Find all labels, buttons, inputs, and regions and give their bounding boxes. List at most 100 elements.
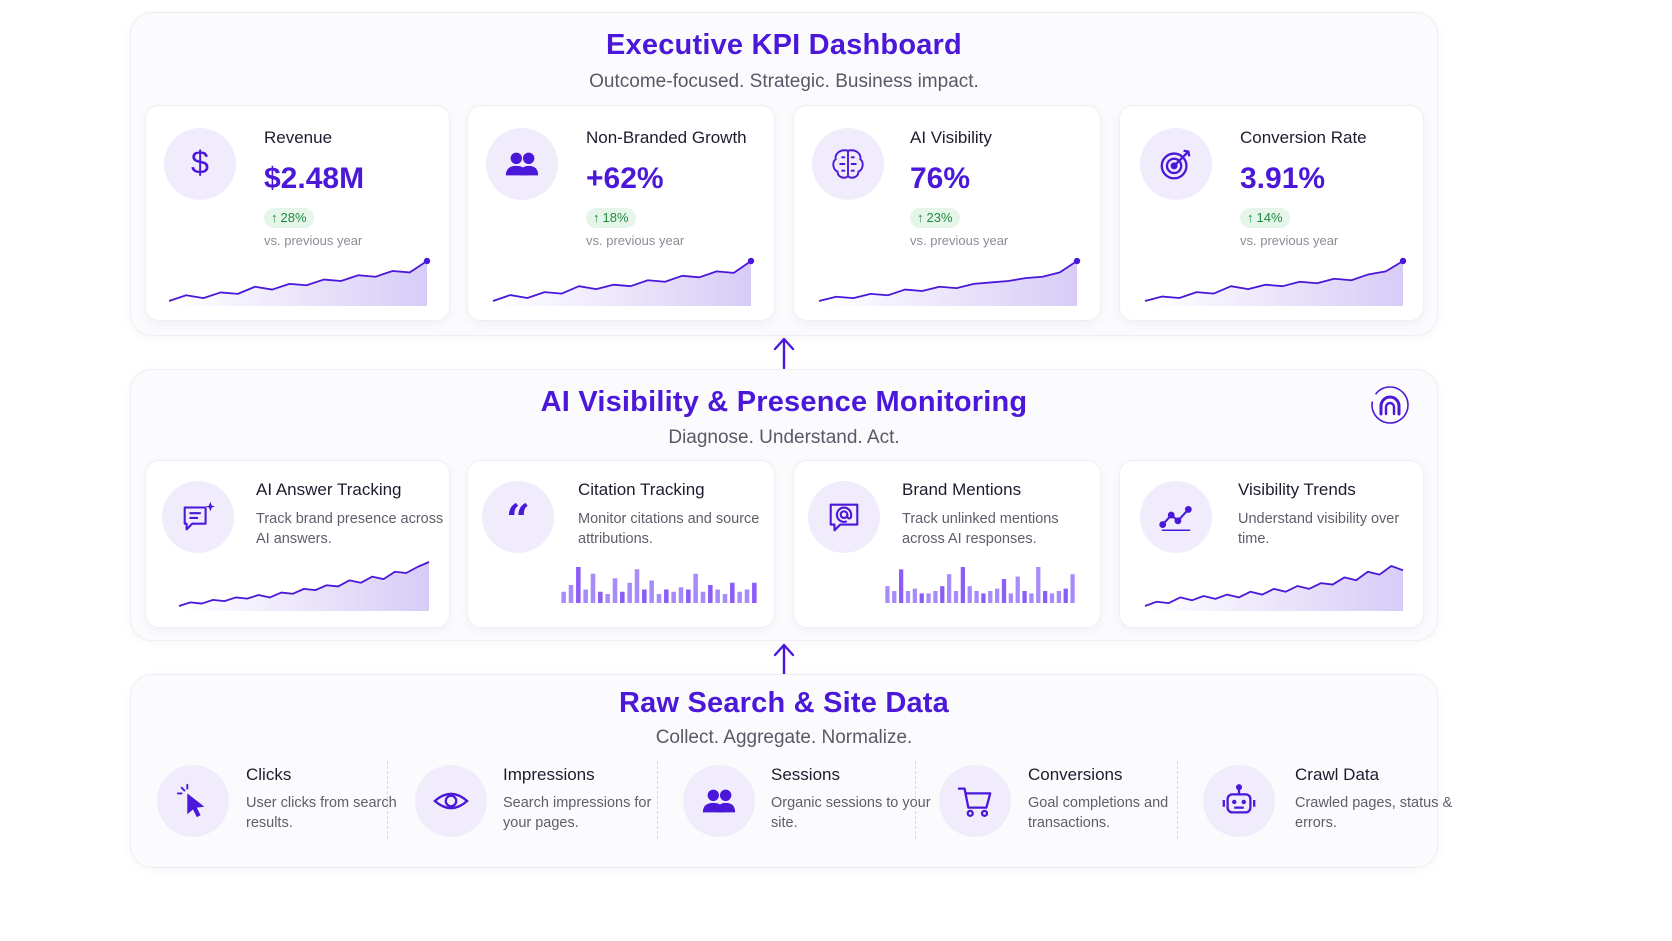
change-badge: ↑ 23% (910, 208, 960, 228)
ai-card-visibility-trends[interactable]: Visibility Trends Understand visibility … (1119, 460, 1424, 628)
divider (1177, 761, 1178, 839)
bar (995, 588, 1000, 603)
citation-bar-chart (561, 567, 757, 603)
bar (1001, 579, 1007, 603)
bar (612, 578, 618, 603)
kpi-label: AI Visibility (910, 128, 992, 147)
bar (905, 591, 911, 603)
trend-line (818, 260, 1078, 302)
raw-item-sessions[interactable]: Sessions Organic sessions to your site. (683, 755, 931, 845)
trend-end-point (1073, 257, 1081, 265)
flow-arrow-up-icon (773, 337, 795, 370)
bar (960, 567, 965, 603)
raw-item-conversions[interactable]: Conversions Goal completions and transac… (939, 755, 1169, 845)
bar (967, 586, 972, 603)
bar (988, 591, 993, 603)
arrow-up-icon: ↑ (917, 210, 924, 225)
bar (671, 591, 676, 603)
visibility-trend-line (1144, 565, 1404, 611)
change-badge: ↑ 14% (1240, 208, 1290, 228)
trend-end-point (423, 257, 431, 265)
trend-area (1145, 261, 1403, 306)
raw-panel-subtitle: Collect. Aggregate. Normalize. (655, 727, 913, 748)
bar (981, 593, 986, 603)
raw-item-label: Sessions (771, 765, 840, 784)
raw-item-impressions[interactable]: Impressions Search impressions for your … (415, 755, 655, 845)
trend-area (493, 261, 751, 306)
cart-icon (939, 765, 1011, 837)
arrow-up-icon: ↑ (271, 210, 278, 225)
trend-area (819, 261, 1077, 306)
bar (583, 589, 588, 603)
bar (1022, 591, 1027, 603)
ai-panel-title: AI Visibility & Presence Monitoring (540, 386, 1028, 418)
bar (1049, 593, 1055, 603)
change-badge: ↑ 28% (264, 208, 314, 228)
change-value: 14% (1256, 210, 1283, 225)
bar (620, 591, 625, 603)
ai-visibility-sparkline (818, 257, 1081, 306)
raw-item-label: Clicks (246, 765, 292, 784)
trend-end-point (1399, 257, 1407, 265)
bar (744, 589, 750, 603)
kpi-value: $2.48M (264, 162, 365, 195)
compare-label: vs. previous year (1240, 233, 1339, 248)
quote-icon: “ (482, 481, 554, 553)
bar (656, 594, 662, 603)
bar (899, 569, 904, 603)
kpi-panel-subtitle: Outcome-focused. Strategic. Business imp… (589, 71, 979, 92)
bar (649, 580, 654, 603)
bar (947, 574, 952, 603)
trend-icon (1140, 481, 1212, 553)
svg-text:$: $ (191, 145, 209, 181)
bar (1029, 593, 1034, 603)
bar (686, 589, 691, 603)
bar (1036, 567, 1041, 603)
kpi-value: 76% (910, 162, 971, 195)
ai-card-label: Brand Mentions (902, 480, 1022, 499)
ai-card-label: Visibility Trends (1238, 480, 1356, 499)
bar (598, 591, 603, 603)
target-icon (1140, 128, 1212, 200)
ai-card-desc: Understand visibility over time. (1238, 511, 1400, 547)
kpi-card-revenue[interactable]: $ Revenue $2.48M ↑ 28% vs. previous year (145, 105, 450, 321)
growth-sparkline (492, 257, 755, 306)
kpi-card-non-branded-growth[interactable]: Non-Branded Growth +62% ↑ 18% vs. previou… (467, 105, 775, 321)
bar (1043, 591, 1048, 603)
ai-card-answer-tracking[interactable]: AI Answer Tracking Track brand presence … (145, 460, 450, 628)
raw-data-panel: Raw Search & Site Data Collect. Aggregat… (130, 674, 1452, 868)
bar (715, 589, 720, 603)
ai-card-brand-mentions[interactable]: Brand Mentions Track unlinked mentions a… (793, 460, 1101, 628)
ai-monitoring-panel: AI Visibility & Presence Monitoring Diag… (130, 369, 1438, 641)
bar (708, 585, 713, 603)
kpi-label: Non-Branded Growth (586, 128, 747, 147)
ai-card-desc: Track brand presence across AI answers. (256, 511, 444, 547)
kpi-value: +62% (586, 162, 664, 195)
kpi-card-ai-visibility[interactable]: AI Visibility 76% ↑ 23% vs. previous year (793, 105, 1101, 321)
trend-line (178, 561, 430, 607)
bar (664, 589, 669, 603)
bar (1056, 591, 1061, 603)
bar (590, 573, 596, 603)
change-badge: ↑ 18% (586, 208, 636, 228)
trend-area (179, 562, 429, 611)
answer-tracking-trend (178, 561, 430, 611)
ai-card-citation-tracking[interactable]: “ Citation Tracking Monitor citations an… (467, 460, 775, 628)
bar (974, 591, 979, 603)
ai-card-label: AI Answer Tracking (256, 480, 402, 499)
arrow-up-icon: ↑ (593, 210, 600, 225)
raw-item-desc: Crawled pages, status & errors. (1295, 795, 1453, 831)
bar (700, 591, 706, 603)
raw-item-clicks[interactable]: Clicks User clicks from search results. (157, 755, 397, 845)
bar (576, 567, 581, 603)
raw-panel-title: Raw Search & Site Data (619, 687, 949, 719)
ai-panel-subtitle: Diagnose. Understand. Act. (668, 427, 900, 448)
bar (678, 587, 684, 603)
kpi-label: Conversion Rate (1240, 128, 1367, 147)
trend-line (168, 260, 428, 302)
kpi-label: Revenue (264, 128, 333, 147)
kpi-panel: Executive KPI Dashboard Outcome-focused.… (130, 12, 1438, 336)
kpi-panel-title: Executive KPI Dashboard (606, 29, 962, 61)
raw-item-crawl-data[interactable]: Crawl Data Crawled pages, status & error… (1203, 755, 1452, 845)
kpi-card-conversion-rate[interactable]: Conversion Rate 3.91% ↑ 14% vs. previous … (1119, 105, 1424, 321)
